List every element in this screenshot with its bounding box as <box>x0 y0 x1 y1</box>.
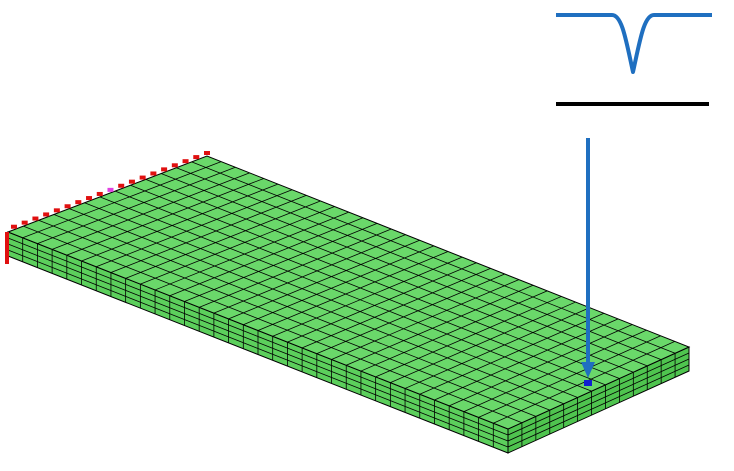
mesh-line <box>169 217 364 297</box>
mesh-line <box>7 243 509 442</box>
mesh-line <box>23 225 523 424</box>
fixed-support-icon <box>150 171 157 176</box>
arrow-head <box>581 362 595 378</box>
mesh-line <box>38 219 536 417</box>
fixed-support-icon <box>64 204 71 209</box>
mesh-line <box>7 237 509 436</box>
mesh-line <box>154 211 349 291</box>
fixed-support-icon <box>161 167 168 172</box>
fixed-support-icon <box>5 232 9 264</box>
mesh-line <box>53 214 550 411</box>
mesh-line <box>213 234 406 314</box>
fixed-support-icon <box>107 187 114 192</box>
mesh-line <box>507 364 690 448</box>
mesh-line <box>449 324 633 407</box>
mesh-line <box>301 267 491 349</box>
fixed-support-icon <box>21 220 28 225</box>
fixed-support-icon <box>75 200 82 205</box>
mesh-line <box>272 256 463 337</box>
mesh-line <box>404 307 590 389</box>
fixed-support-icon <box>193 155 200 160</box>
mesh-line <box>243 245 434 326</box>
mesh-line <box>84 202 578 398</box>
mesh-line <box>140 206 335 285</box>
fixed-support-icon <box>43 212 50 217</box>
mesh-line <box>316 273 505 355</box>
mesh-line <box>69 208 564 405</box>
mesh-line <box>145 179 634 373</box>
mesh-line <box>184 223 378 302</box>
fixed-support-markers <box>5 151 210 264</box>
mesh-line <box>228 239 420 320</box>
mesh-line <box>507 352 690 436</box>
mesh-line <box>463 329 647 412</box>
mesh-line <box>507 358 690 442</box>
mesh-line <box>7 249 509 448</box>
fixed-support-icon <box>96 191 103 196</box>
mesh-line <box>37 166 236 244</box>
mesh-line <box>346 284 534 366</box>
fixed-support-icon <box>86 196 93 201</box>
mesh-line <box>51 172 250 250</box>
mesh-line <box>125 200 321 279</box>
mesh-line <box>99 196 592 392</box>
fixed-support-icon <box>10 224 17 229</box>
mesh-line <box>287 262 477 343</box>
load-indicator <box>556 13 712 386</box>
mesh-line <box>478 335 661 418</box>
mesh-line <box>176 167 662 360</box>
mesh-line <box>96 189 293 268</box>
fixed-support-icon <box>171 163 178 168</box>
load-point <box>584 380 592 386</box>
mesh-line <box>160 173 648 367</box>
fixed-support-icon <box>53 208 60 213</box>
mesh-line <box>390 301 576 384</box>
fixed-support-icon <box>118 183 125 188</box>
mesh-line <box>22 161 222 239</box>
pulse-curve-icon <box>556 13 712 74</box>
mesh-line <box>419 312 605 395</box>
fixed-support-icon <box>32 216 39 221</box>
mesh-line <box>81 183 279 262</box>
fixed-support-icon <box>182 159 189 164</box>
mesh-line <box>115 190 606 386</box>
fixed-support-icon <box>204 151 210 155</box>
mesh-line <box>130 184 620 379</box>
mesh-plate <box>6 155 691 454</box>
mesh-line <box>110 194 307 273</box>
fixed-support-icon <box>128 179 135 184</box>
mesh-line <box>66 178 264 256</box>
fixed-support-icon <box>139 175 146 180</box>
mesh-line <box>191 161 676 354</box>
mesh-line <box>375 296 562 378</box>
mesh-line <box>331 279 520 360</box>
mesh-line <box>257 251 449 331</box>
mesh-line <box>360 290 548 372</box>
mesh-line <box>199 228 392 308</box>
